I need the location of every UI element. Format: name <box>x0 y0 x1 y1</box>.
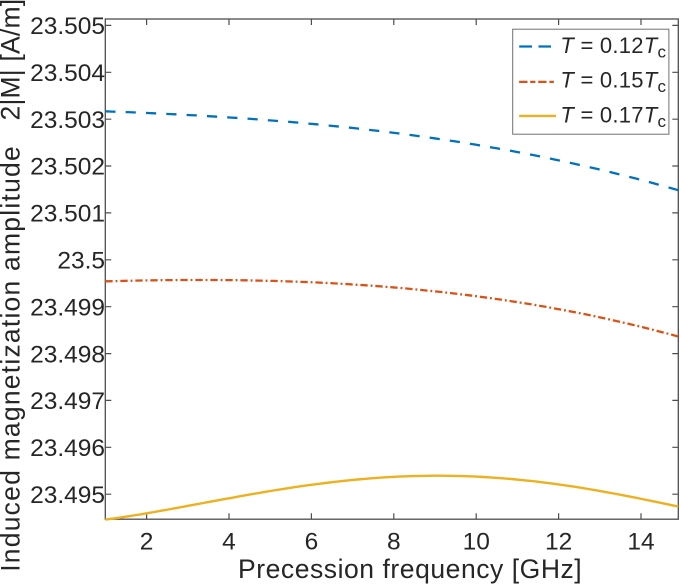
svg-text:23.498: 23.498 <box>30 341 105 368</box>
svg-text:Precession frequency [GHz]: Precession frequency [GHz] <box>238 554 582 584</box>
svg-text:14: 14 <box>627 529 654 556</box>
svg-text:8: 8 <box>387 529 401 556</box>
svg-text:23.501: 23.501 <box>30 201 105 228</box>
svg-text:T = 0.12Tc: T = 0.12Tc <box>560 33 666 62</box>
svg-text:23.495: 23.495 <box>30 482 105 509</box>
svg-text:23.5: 23.5 <box>57 248 105 275</box>
svg-text:23.504: 23.504 <box>30 60 105 87</box>
svg-text:23.503: 23.503 <box>30 107 105 134</box>
svg-text:6: 6 <box>305 529 319 556</box>
svg-text:Induced magnetization amplitud: Induced magnetization amplitude <box>0 145 26 572</box>
svg-text:23.499: 23.499 <box>30 294 105 321</box>
svg-text:T = 0.15Tc: T = 0.15Tc <box>560 68 666 97</box>
svg-text:T = 0.17Tc: T = 0.17Tc <box>560 102 666 131</box>
svg-text:4: 4 <box>222 529 236 556</box>
svg-text:23.505: 23.505 <box>30 13 105 40</box>
svg-text:23.497: 23.497 <box>30 388 105 415</box>
svg-text:12: 12 <box>545 529 572 556</box>
svg-text:2|M| [A/m]: 2|M| [A/m] <box>0 0 26 121</box>
svg-text:23.502: 23.502 <box>30 154 105 181</box>
svg-text:23.496: 23.496 <box>30 435 105 462</box>
svg-text:10: 10 <box>463 529 490 556</box>
svg-text:2: 2 <box>140 529 154 556</box>
